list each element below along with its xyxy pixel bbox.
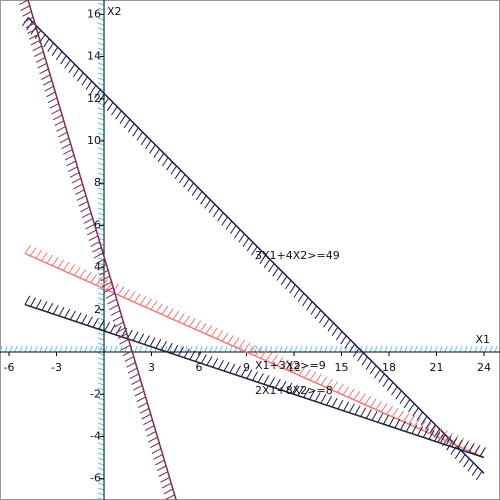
y-tick-label: 4 (94, 261, 101, 274)
y-axis-label: X2 (107, 5, 122, 18)
y-tick-label: 16 (87, 7, 101, 20)
hatch (0, 345, 498, 353)
constraint-line (27, 16, 485, 474)
x-tick-label: 18 (382, 361, 396, 374)
y-tick-label: 8 (94, 176, 101, 189)
constraint-label: 2X1+8X2>=8 (255, 384, 333, 397)
x-tick-label: 6 (196, 361, 203, 374)
constraint-label: 3X1+4X2>=49 (255, 249, 340, 262)
x-tick-label: 3 (148, 361, 155, 374)
x-tick-label: 15 (335, 361, 349, 374)
y-tick-label: 6 (94, 218, 101, 231)
y-tick-label: 2 (94, 303, 101, 316)
constraint-line (24, 252, 485, 459)
x-tick-label: 9 (243, 361, 250, 374)
hatch (24, 295, 486, 457)
constraint-line (27, 0, 177, 500)
x-tick-label: 21 (430, 361, 444, 374)
y-tick-label: -4 (90, 429, 101, 442)
y-tick-label: -6 (90, 472, 101, 485)
x-axis-label: X1 (475, 333, 490, 346)
constraint-line (24, 303, 485, 459)
x-tick-label: -3 (51, 361, 62, 374)
constraint-label: X1+3X2>=9 (255, 359, 326, 372)
y-tick-label: 12 (87, 92, 101, 105)
x-tick-label: 24 (477, 361, 491, 374)
y-tick-label: -2 (90, 387, 101, 400)
hatch (18, 0, 175, 500)
y-tick-label: 10 (87, 134, 101, 147)
hatch (24, 244, 487, 457)
x-tick-label: -6 (4, 361, 15, 374)
y-tick-label: 14 (87, 50, 101, 63)
